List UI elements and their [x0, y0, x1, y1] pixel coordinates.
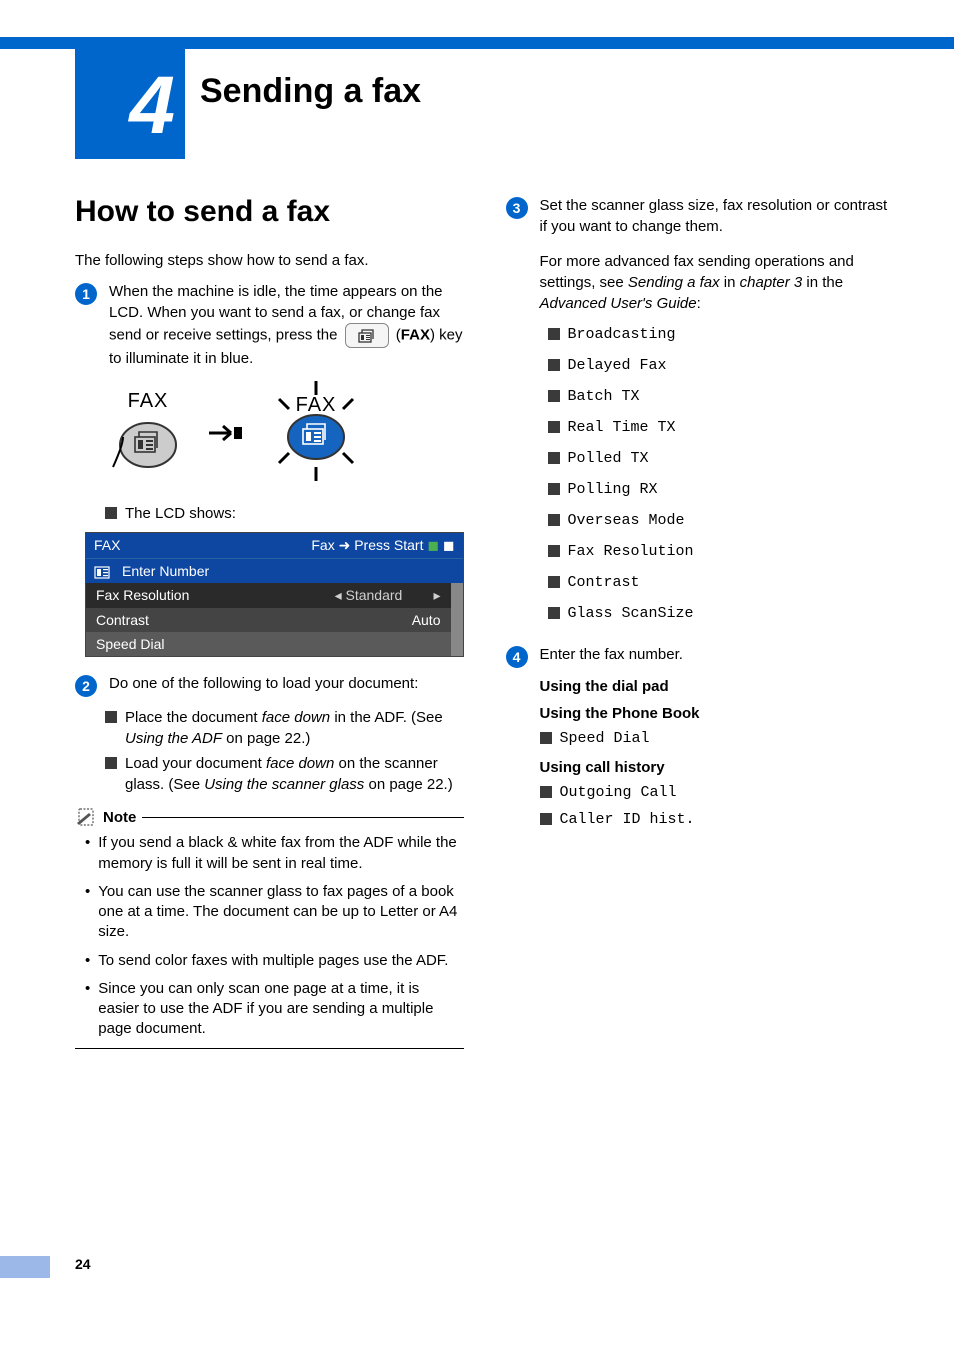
list-item: Load your document face down on the scan… [105, 753, 464, 795]
step2-text: Do one of the following to load your doc… [109, 673, 464, 697]
chapter-badge: 4 [75, 49, 185, 159]
step3-text: Set the scanner glass size, fax resoluti… [540, 195, 895, 237]
fax-mini-icon [94, 563, 116, 579]
step3-body: Set the scanner glass size, fax resoluti… [540, 195, 895, 634]
list-item: Glass ScanSize [548, 603, 895, 624]
fax-key-diagram: FAX [105, 381, 464, 485]
lcd-display: FAX Fax ➜ Press Start ◼ ◼ Enter Number F… [85, 532, 464, 657]
left-column: How to send a fax The following steps sh… [75, 195, 464, 1049]
note-item: •To send color faxes with multiple pages… [85, 951, 464, 971]
list-item: Broadcasting [548, 324, 895, 345]
step-2: 2 Do one of the following to load your d… [75, 673, 464, 697]
step-1-body: When the machine is idle, the time appea… [109, 281, 464, 369]
top-blue-band [0, 37, 954, 49]
advanced-list: Broadcasting Delayed Fax Batch TX Real Time… [548, 324, 895, 624]
step2-subitems: Place the document face down in the ADF.… [105, 707, 464, 795]
list-item: Caller ID hist. [540, 809, 895, 830]
fax-key-off: FAX [105, 390, 191, 477]
using-dial-pad: Using the dial pad [540, 678, 895, 695]
square-bullet [548, 359, 560, 371]
section-heading: How to send a fax [75, 195, 464, 229]
step-bullet-4: 4 [506, 646, 528, 668]
chapter-title: Sending a fax [200, 72, 421, 111]
note-icon [75, 807, 97, 827]
lcd-enter-text: Enter Number [122, 563, 209, 579]
list-item: Real Time TX [548, 417, 895, 438]
page-tab [0, 1256, 50, 1278]
step-3: 3 Set the scanner glass size, fax resolu… [506, 195, 895, 634]
square-bullet [548, 390, 560, 402]
square-bullet [540, 786, 552, 798]
square-bullet [548, 328, 560, 340]
using-call-history: Using call history [540, 759, 895, 776]
square-bullet [548, 607, 560, 619]
svg-text:FAX: FAX [296, 394, 337, 416]
list-item: Place the document face down in the ADF.… [105, 707, 464, 749]
square-bullet [548, 545, 560, 557]
note-item: •You can use the scanner glass to fax pa… [85, 882, 464, 943]
note-item: •If you send a black & white fax from th… [85, 833, 464, 874]
step4-text: Enter the fax number. [540, 644, 895, 668]
fax-key-on: FAX [261, 381, 371, 485]
note-end-rule [75, 1048, 464, 1049]
step-1: 1 When the machine is idle, the time app… [75, 281, 464, 369]
square-bullet [540, 732, 552, 744]
step-bullet-3: 3 [506, 197, 528, 219]
square-bullet [548, 421, 560, 433]
step-4: 4 Enter the fax number. [506, 644, 895, 668]
square-bullet [105, 757, 117, 769]
lcd-mode: FAX [94, 537, 120, 554]
step3-advanced-text: For more advanced fax sending operations… [540, 251, 895, 314]
page-number: 24 [75, 1256, 91, 1272]
square-bullet [548, 514, 560, 526]
square-bullet [548, 452, 560, 464]
fax-label-bold: FAX [401, 327, 430, 344]
list-item: Delayed Fax [548, 355, 895, 376]
step-bullet-2: 2 [75, 675, 97, 697]
using-phone-book: Using the Phone Book [540, 705, 895, 722]
list-item: Outgoing Call [540, 782, 895, 803]
right-column: 3 Set the scanner glass size, fax resolu… [506, 195, 895, 1049]
lcd-row-2: Contrast Auto [86, 608, 463, 632]
list-item: Overseas Mode [548, 510, 895, 531]
note-list: •If you send a black & white fax from th… [85, 833, 464, 1039]
square-bullet [105, 507, 117, 519]
square-bullet [548, 576, 560, 588]
lcd-top-row: FAX Fax ➜ Press Start ◼ ◼ [86, 533, 463, 559]
square-bullet [540, 813, 552, 825]
arrow-icon [209, 423, 243, 443]
lcd-prompt: Fax ➜ Press Start ◼ ◼ [311, 537, 454, 554]
lcd-shows-text: The LCD shows: [125, 503, 236, 524]
lcd-row-1: Fax Resolution ◂ Standard ▸ [86, 583, 463, 608]
content-columns: How to send a fax The following steps sh… [75, 195, 894, 1049]
list-item: Polling RX [548, 479, 895, 500]
intro-text: The following steps show how to send a f… [75, 251, 464, 271]
chapter-number: 4 [129, 59, 175, 153]
list-item: Fax Resolution [548, 541, 895, 562]
step1-text-a: When the machine is idle, the time appea… [109, 283, 443, 343]
lcd-enter-row: Enter Number [86, 559, 463, 583]
step4-details: Using the dial pad Using the Phone Book … [540, 678, 895, 830]
step-bullet-1: 1 [75, 283, 97, 305]
list-item: Batch TX [548, 386, 895, 407]
list-item: Polled TX [548, 448, 895, 469]
note-rule [142, 817, 463, 818]
note-header: Note [75, 807, 464, 827]
list-item: Speed Dial [540, 728, 895, 749]
lcd-row-3: Speed Dial [86, 632, 463, 656]
note-item: •Since you can only scan one page at a t… [85, 979, 464, 1040]
fax-key-inline-icon [345, 323, 389, 348]
note-label: Note [103, 809, 136, 826]
list-item: Contrast [548, 572, 895, 593]
square-bullet [105, 711, 117, 723]
square-bullet [548, 483, 560, 495]
